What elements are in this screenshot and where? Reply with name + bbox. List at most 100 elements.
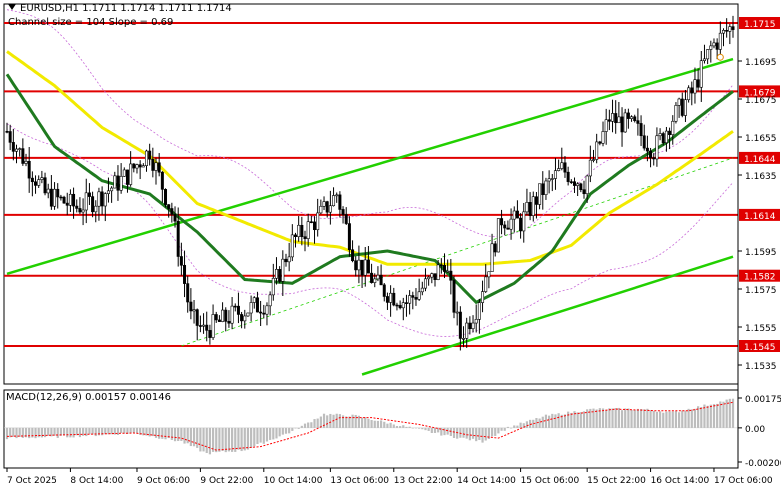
- candle-body: [671, 120, 675, 136]
- macd-bar: [148, 427, 151, 437]
- candle: [262, 304, 266, 319]
- macd-bar: [56, 427, 59, 438]
- macd-bar: [303, 423, 307, 428]
- price-tick-label: 1.1555: [745, 324, 777, 334]
- candle-body: [455, 311, 459, 314]
- candle-body: [91, 196, 95, 213]
- macd-bar: [646, 408, 649, 428]
- macd-bar: [47, 427, 50, 436]
- candle: [636, 108, 640, 136]
- macd-bar: [104, 427, 107, 435]
- candle: [198, 315, 202, 333]
- candle-body: [649, 150, 653, 159]
- candle-body: [528, 202, 532, 216]
- macd-bar: [554, 414, 557, 428]
- candle: [699, 51, 703, 102]
- candle: [293, 232, 297, 248]
- macd-bar: [567, 411, 570, 428]
- candle: [255, 291, 259, 313]
- candle: [65, 192, 69, 216]
- candle-body: [481, 291, 485, 303]
- macd-bar: [50, 427, 53, 437]
- candle-body: [515, 210, 519, 219]
- candle: [284, 253, 288, 267]
- candle: [601, 121, 605, 147]
- macd-bar: [85, 427, 88, 437]
- candle-body: [59, 196, 63, 199]
- candle-body: [373, 278, 377, 283]
- macd-bar: [316, 418, 319, 428]
- candle-body: [376, 274, 380, 280]
- candle-body: [411, 295, 415, 298]
- candle-body: [427, 276, 431, 280]
- price-tick-label: 1.1695: [745, 58, 777, 68]
- candle-body: [221, 309, 225, 322]
- macd-bar: [697, 406, 700, 428]
- candle-body: [423, 278, 427, 289]
- macd-bar: [700, 407, 703, 428]
- candle: [604, 108, 608, 145]
- candle-body: [525, 202, 529, 213]
- macd-signal-line: [6, 401, 734, 451]
- macd-bar: [560, 414, 563, 428]
- macd-bar: [5, 427, 9, 440]
- candle-body: [658, 133, 662, 137]
- macd-bar: [357, 415, 361, 428]
- candle-body: [607, 119, 611, 122]
- time-tick-label: 15 Oct 06:00: [521, 476, 580, 486]
- candle-body: [690, 87, 694, 94]
- macd-bar: [405, 426, 408, 428]
- candle-body: [715, 42, 719, 50]
- macd-bar: [497, 427, 500, 434]
- time-tick-label: 8 Oct 14:00: [70, 476, 123, 486]
- macd-bar: [598, 408, 601, 428]
- candle-body: [382, 284, 386, 297]
- candle-body: [702, 58, 706, 61]
- candle-body: [287, 256, 291, 263]
- candle: [246, 312, 250, 317]
- level-tag-bg-1: [739, 85, 780, 98]
- candle: [712, 38, 716, 49]
- macd-bar: [402, 425, 405, 428]
- candle-body: [443, 265, 447, 272]
- macd-bar: [408, 426, 411, 428]
- macd-bar: [208, 427, 211, 455]
- macd-bar: [687, 408, 690, 428]
- candle: [233, 303, 237, 312]
- candle: [566, 166, 570, 186]
- candle-body: [598, 141, 602, 144]
- candle: [27, 146, 31, 193]
- candle-body: [271, 277, 275, 296]
- candle: [696, 68, 700, 92]
- candle-body: [731, 26, 735, 30]
- main-panel-frame: [3, 3, 739, 385]
- macd-bar: [37, 427, 40, 438]
- candle-body: [230, 305, 234, 324]
- candle-body: [164, 189, 168, 205]
- candle-body: [259, 311, 263, 314]
- macd-bar: [624, 408, 627, 428]
- macd-bar: [589, 408, 592, 428]
- candle: [607, 109, 611, 131]
- candle-body: [712, 42, 716, 47]
- candle: [462, 326, 466, 348]
- candle: [94, 200, 98, 223]
- macd-bar: [354, 414, 357, 428]
- candle: [135, 163, 139, 174]
- macd-bar: [129, 427, 132, 434]
- candle-body: [636, 120, 640, 124]
- candle: [398, 300, 402, 310]
- macd-bar: [487, 427, 490, 439]
- candle: [87, 183, 91, 206]
- candle: [436, 260, 440, 281]
- candle-body: [379, 274, 383, 286]
- candle-body: [122, 169, 126, 177]
- macd-bar: [703, 404, 706, 428]
- dropdown-triangle-icon: [8, 4, 16, 10]
- candle: [585, 174, 589, 203]
- candle-body: [471, 322, 475, 330]
- candle: [110, 186, 114, 203]
- level-tag-4: 1.1582: [744, 273, 776, 283]
- macd-bar: [269, 427, 272, 440]
- candle-body: [278, 269, 282, 282]
